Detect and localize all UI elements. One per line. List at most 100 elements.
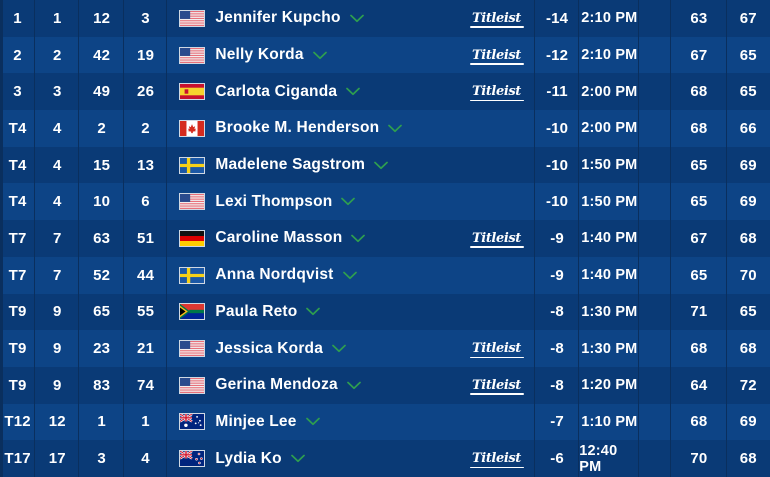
- cell-player[interactable]: Carlota Ciganda: [167, 73, 443, 110]
- player-name[interactable]: Caroline Masson: [215, 229, 343, 247]
- player-name[interactable]: Lexi Thompson: [215, 192, 333, 210]
- chevron-down-icon[interactable]: [341, 197, 356, 206]
- cell-position-number: 9: [35, 293, 80, 331]
- cell-tee-time: 1:10 PM: [579, 403, 640, 441]
- cell-position: T9: [0, 366, 36, 404]
- tee-time-value: 2:00 PM: [581, 83, 638, 100]
- chevron-down-icon[interactable]: [347, 381, 361, 390]
- position-value: 1: [13, 9, 22, 27]
- cell-player[interactable]: Paula Reto: [167, 294, 443, 331]
- table-row[interactable]: T12 12 1 1 Minjee Lee -7 1:10 PM 68 69: [0, 403, 770, 441]
- player-name[interactable]: Brooke M. Henderson: [215, 119, 380, 137]
- cell-player[interactable]: Brooke M. Henderson: [167, 110, 443, 147]
- table-row[interactable]: T4 4 2 2 Brooke M. Henderson -10 2:00 PM 68 66: [0, 110, 770, 147]
- position-number-value: 4: [53, 193, 62, 211]
- round-2-value: 65: [739, 46, 757, 64]
- cell-player[interactable]: Madelene Sagstrom: [167, 147, 443, 184]
- cell-player[interactable]: Nelly Korda: [167, 37, 443, 74]
- cell-stat-1: 15: [79, 146, 125, 184]
- chevron-down-icon[interactable]: [306, 307, 321, 316]
- table-row[interactable]: T9 9 23 21 Jessica Korda Titleist -8 1:30 PM 68 6…: [0, 330, 770, 367]
- cell-stat-2: 26: [124, 73, 168, 110]
- flag-icon-usa: [179, 193, 206, 211]
- cell-position-number: 7: [35, 220, 80, 257]
- flag-icon-swe: [179, 266, 206, 284]
- cell-player[interactable]: Lydia Ko: [167, 440, 443, 477]
- chevron-down-icon[interactable]: [290, 454, 305, 463]
- player-name[interactable]: Jessica Korda: [215, 339, 324, 357]
- tee-time-value: 1:30 PM: [581, 303, 638, 320]
- cell-player[interactable]: Jennifer Kupcho: [167, 0, 443, 37]
- round-2-value: 72: [739, 376, 757, 394]
- cell-player[interactable]: Jessica Korda: [167, 330, 443, 367]
- chevron-down-icon[interactable]: [349, 14, 364, 23]
- cell-spacer: [639, 0, 672, 37]
- cell-round-2: 66: [727, 110, 770, 147]
- cell-stat-2: 19: [124, 36, 168, 74]
- player-name[interactable]: Gerina Mendoza: [215, 376, 338, 394]
- table-row[interactable]: 3 3 49 26 Carlota Ciganda Titleist -11 2:00 PM 6…: [0, 73, 770, 111]
- cell-spacer: [639, 293, 672, 331]
- cell-spacer: [639, 73, 672, 110]
- player-name[interactable]: Lydia Ko: [215, 449, 282, 467]
- player-name[interactable]: Minjee Lee: [215, 412, 297, 430]
- cell-spacer: [639, 36, 672, 74]
- cell-player[interactable]: Caroline Masson: [167, 220, 443, 257]
- table-row[interactable]: T4 4 10 6 Lexi Thompson -10 1:50 PM 65 69: [0, 183, 770, 221]
- cell-player[interactable]: Lexi Thompson: [167, 183, 443, 220]
- score-value: -8: [550, 376, 564, 394]
- cell-score: -10: [535, 110, 580, 147]
- chevron-down-icon[interactable]: [342, 271, 357, 280]
- cell-round-1: 67: [671, 36, 727, 74]
- player-name[interactable]: Anna Nordqvist: [215, 266, 334, 284]
- cell-player[interactable]: Minjee Lee: [167, 404, 443, 441]
- cell-player[interactable]: Anna Nordqvist: [167, 257, 443, 294]
- player-name[interactable]: Jennifer Kupcho: [215, 9, 341, 27]
- chevron-down-icon[interactable]: [305, 417, 320, 426]
- cell-position: T12: [0, 403, 36, 441]
- cell-player[interactable]: Gerina Mendoza: [167, 367, 443, 404]
- cell-position: T17: [0, 440, 36, 477]
- position-value: T4: [8, 156, 27, 174]
- table-row[interactable]: T17 17 3 4 Lydia Ko Titleist -6 12:40 PM 70 68: [0, 440, 770, 477]
- position-number-value: 3: [53, 83, 62, 101]
- table-row[interactable]: T7 7 52 44 Anna Nordqvist -9 1:40 PM 65 70: [0, 256, 770, 294]
- player-name[interactable]: Paula Reto: [215, 302, 298, 320]
- tee-time-value: 1:20 PM: [581, 377, 638, 394]
- chevron-down-icon[interactable]: [374, 161, 389, 170]
- table-row[interactable]: T9 9 65 55 Paula Reto -8 1:30 PM 71 65: [0, 293, 770, 331]
- titleist-logo: Titleist: [443, 452, 535, 469]
- score-value: -7: [550, 413, 564, 431]
- round-2-value: 69: [739, 193, 757, 211]
- chevron-down-icon[interactable]: [351, 234, 366, 243]
- table-row[interactable]: 1 1 12 3 Jennifer Kupcho Titleist -14 2:10 PM 63…: [0, 0, 770, 37]
- player-name[interactable]: Carlota Ciganda: [215, 82, 338, 100]
- cell-sponsor: Titleist: [443, 220, 535, 257]
- position-number-value: 7: [53, 266, 62, 284]
- cell-score: -12: [535, 36, 580, 74]
- titleist-logo-text: Titleist: [470, 84, 524, 102]
- cell-round-1: 68: [671, 403, 727, 441]
- table-row[interactable]: T9 9 83 74 Gerina Mendoza Titleist -8 1:20 PM 64…: [0, 366, 770, 404]
- flag-icon-usa: [179, 46, 206, 64]
- cell-round-1: 65: [671, 183, 727, 220]
- table-row[interactable]: T7 7 63 51 Caroline Masson Titleist -9 1:40 PM 6…: [0, 220, 770, 257]
- chevron-down-icon[interactable]: [388, 124, 403, 133]
- chevron-down-icon[interactable]: [346, 87, 361, 96]
- cell-spacer: [639, 146, 672, 184]
- player-name[interactable]: Nelly Korda: [215, 46, 304, 64]
- player-name[interactable]: Madelene Sagstrom: [215, 156, 366, 174]
- round-1-value: 65: [690, 193, 708, 211]
- chevron-down-icon[interactable]: [332, 344, 346, 353]
- score-value: -8: [550, 303, 564, 321]
- cell-position: 2: [0, 36, 36, 74]
- chevron-down-icon[interactable]: [312, 51, 327, 60]
- cell-spacer: [639, 110, 672, 147]
- stat-1-value: 65: [93, 303, 111, 321]
- table-row[interactable]: 2 2 42 19 Nelly Korda Titleist -12 2:10 PM 67 65: [0, 36, 770, 74]
- tee-time-value: 2:10 PM: [581, 47, 638, 64]
- stat-1-value: 15: [93, 156, 111, 174]
- cell-stat-2: 55: [124, 293, 168, 331]
- stat-2-value: 3: [141, 9, 150, 27]
- table-row[interactable]: T4 4 15 13 Madelene Sagstrom -10 1:50 PM 65 69: [0, 146, 770, 184]
